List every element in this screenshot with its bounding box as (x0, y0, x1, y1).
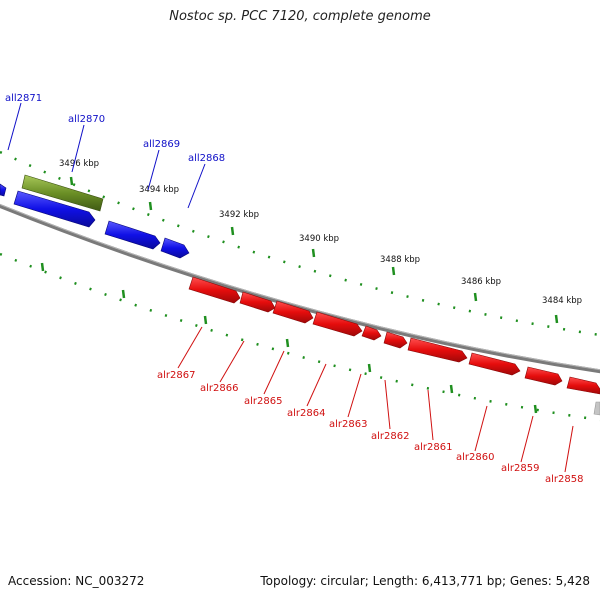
gene-alr2866[interactable] (239, 291, 276, 313)
gene-label[interactable]: alr2865 (244, 396, 282, 407)
gene-label[interactable]: all2868 (188, 153, 225, 164)
gene-alr2865[interactable] (272, 300, 314, 324)
gene-alr2867[interactable] (188, 276, 241, 304)
genome-info-text: Topology: circular; Length: 6,413,771 bp… (260, 574, 590, 588)
scale-label: 3496 kbp (59, 159, 99, 169)
gene-label[interactable]: alr2861 (414, 442, 452, 453)
upper-tick-ring (0, 150, 600, 337)
reverse-strand-genes (0, 174, 190, 259)
gene-all2868-a[interactable] (104, 220, 161, 250)
gene-label[interactable]: alr2860 (456, 452, 494, 463)
gene-label[interactable]: all2869 (143, 139, 180, 150)
gene-alr2859[interactable] (524, 366, 563, 386)
backbone-highlight (0, 203, 600, 371)
scale-ticks (40, 176, 559, 414)
gene-all2868-b[interactable] (160, 237, 190, 259)
gene-alr2862[interactable] (383, 331, 408, 349)
gene-label[interactable]: alr2862 (371, 431, 409, 442)
accession-text: Accession: NC_003272 (8, 574, 145, 588)
genome-backbone (0, 203, 600, 374)
gene-alr2861[interactable] (407, 337, 468, 363)
gene-label[interactable]: alr2859 (501, 463, 539, 474)
scale-label: 3492 kbp (219, 210, 259, 220)
gene-label[interactable]: all2871 (5, 93, 42, 104)
scale-label: 3494 kbp (139, 185, 179, 195)
scale-label: 3488 kbp (380, 255, 420, 265)
gene-alr2863[interactable] (361, 325, 382, 341)
gene-label[interactable]: alr2858 (545, 474, 583, 485)
scale-label: 3490 kbp (299, 234, 339, 244)
gene-all2870[interactable] (21, 174, 104, 212)
forward-strand-genes (188, 276, 600, 416)
scale-label: 3486 kbp (461, 277, 501, 287)
gene-label[interactable]: all2870 (68, 114, 105, 125)
gene-partial (593, 401, 600, 416)
gene-label[interactable]: alr2863 (329, 419, 367, 430)
map-title: Nostoc sp. PCC 7120, complete genome (169, 9, 431, 24)
gene-all2869[interactable] (13, 190, 96, 228)
gene-alr2860[interactable] (468, 352, 521, 376)
gene-alr2864[interactable] (312, 311, 363, 337)
lower-tick-ring (0, 252, 600, 422)
gene-label[interactable]: alr2864 (287, 408, 325, 419)
gene-label[interactable]: alr2867 (157, 370, 195, 381)
forward-callouts (177, 326, 574, 473)
gene-all2871[interactable] (0, 183, 7, 197)
reverse-callouts (7, 102, 206, 209)
scale-label: 3484 kbp (542, 296, 582, 306)
gene-alr2858[interactable] (566, 376, 600, 395)
gene-label[interactable]: alr2866 (200, 383, 238, 394)
